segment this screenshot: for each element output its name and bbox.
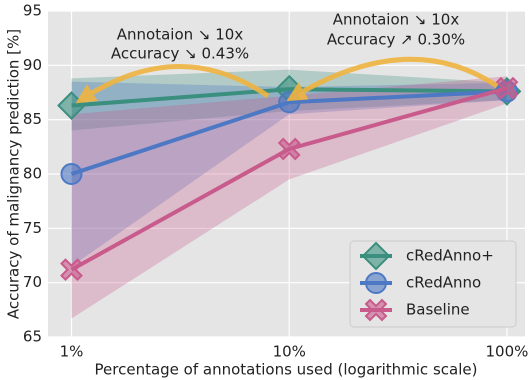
y-tick-label: 90 — [23, 56, 42, 74]
y-tick-label: 80 — [23, 165, 42, 183]
x-axis-label: Percentage of annotations used (logarith… — [95, 361, 478, 379]
annotation: Annotaion ↘ 10x — [117, 26, 244, 44]
y-tick-label: 85 — [23, 110, 42, 128]
marker — [364, 298, 388, 322]
annotation: Accuracy ↗ 0.30% — [327, 31, 465, 49]
marker — [365, 272, 387, 294]
x-tick-label: 10% — [273, 343, 306, 361]
marker — [495, 76, 519, 100]
legend-label: cRedAnno — [406, 274, 481, 292]
annotation: Annotaion ↘ 10x — [333, 11, 460, 29]
marker — [277, 137, 301, 161]
y-tick-label: 70 — [23, 273, 42, 291]
arrow — [286, 56, 499, 102]
y-tick-label: 65 — [23, 328, 42, 346]
annotation: Accuracy ↘ 0.43% — [111, 45, 249, 63]
confidence-band — [71, 81, 507, 267]
y-axis-label: Accuracy of malignancy prediction [%] — [5, 29, 23, 319]
y-tick-label: 75 — [23, 219, 42, 237]
y-tick-label: 95 — [23, 2, 42, 20]
legend-label: Baseline — [406, 301, 470, 319]
arrow — [75, 64, 270, 104]
legend — [349, 240, 517, 328]
x-tick-label: 100% — [486, 343, 529, 361]
x-tick-label: 1% — [60, 343, 84, 361]
legend-label: cRedAnno+ — [406, 247, 494, 265]
marker — [60, 258, 83, 282]
marker — [60, 163, 83, 185]
marker — [361, 241, 391, 271]
